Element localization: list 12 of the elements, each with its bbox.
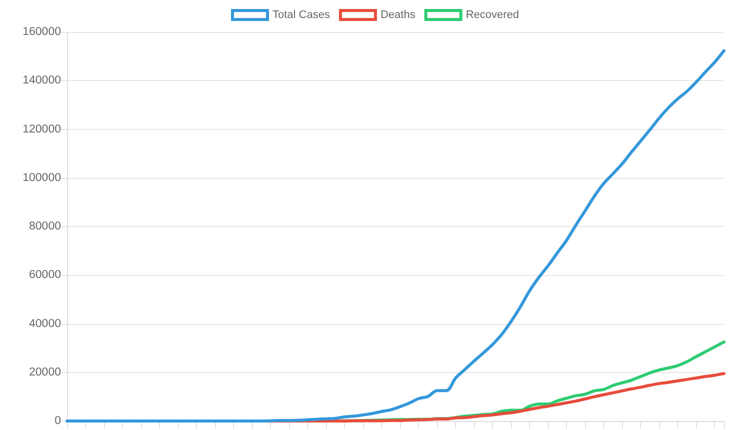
y-tick-label: 0 — [54, 415, 61, 427]
y-tick-label: 40000 — [29, 318, 61, 330]
y-tick-label: 80000 — [29, 220, 61, 232]
legend-label: Recovered — [466, 9, 520, 21]
y-tick-label: 160000 — [22, 26, 61, 38]
y-tick-label: 20000 — [29, 366, 61, 378]
y-tick-label: 100000 — [22, 172, 61, 184]
legend-label: Total Cases — [272, 9, 330, 21]
y-tick-label: 60000 — [29, 269, 61, 282]
legend-label: Deaths — [380, 9, 416, 21]
y-tick-label: 120000 — [22, 123, 61, 136]
y-tick-label: 140000 — [22, 74, 61, 87]
